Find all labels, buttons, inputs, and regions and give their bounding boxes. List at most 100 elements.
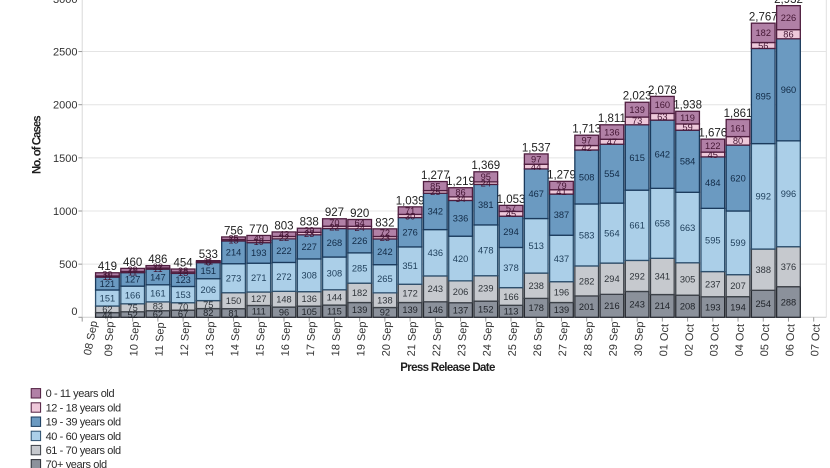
svg-text:45: 45 — [708, 150, 718, 160]
svg-text:194: 194 — [730, 302, 746, 312]
svg-text:0: 0 — [71, 306, 77, 318]
svg-text:71: 71 — [405, 206, 415, 216]
svg-text:222: 222 — [276, 246, 292, 256]
svg-text:105: 105 — [301, 307, 317, 317]
svg-text:1,279: 1,279 — [547, 170, 576, 182]
svg-text:22 Sep: 22 Sep — [431, 321, 445, 356]
svg-text:139: 139 — [352, 305, 368, 315]
svg-text:11: 11 — [128, 267, 138, 277]
svg-text:178: 178 — [528, 303, 544, 313]
svg-text:599: 599 — [730, 238, 746, 248]
svg-text:803: 803 — [274, 220, 293, 232]
svg-text:242: 242 — [377, 247, 393, 257]
svg-text:153: 153 — [175, 290, 191, 300]
svg-text:47: 47 — [607, 137, 617, 147]
svg-text:351: 351 — [402, 261, 418, 271]
svg-text:206: 206 — [453, 287, 469, 297]
svg-text:294: 294 — [604, 274, 620, 284]
svg-text:11 Sep: 11 Sep — [153, 322, 166, 357]
svg-text:214: 214 — [655, 301, 671, 311]
svg-text:28: 28 — [178, 266, 188, 276]
svg-text:136: 136 — [301, 294, 317, 304]
svg-text:172: 172 — [402, 289, 418, 299]
svg-text:196: 196 — [554, 287, 570, 297]
svg-text:06 Oct: 06 Oct — [784, 324, 797, 357]
svg-text:29: 29 — [127, 265, 137, 275]
svg-text:52: 52 — [127, 310, 137, 320]
svg-text:16 Sep: 16 Sep — [280, 321, 294, 356]
svg-text:19 Sep: 19 Sep — [355, 321, 369, 356]
svg-text:97: 97 — [531, 154, 541, 164]
svg-text:182: 182 — [755, 28, 771, 38]
svg-text:41: 41 — [556, 187, 566, 197]
svg-text:378: 378 — [503, 263, 519, 273]
svg-text:1,277: 1,277 — [421, 170, 450, 182]
svg-text:62: 62 — [102, 305, 112, 315]
svg-text:81: 81 — [228, 308, 238, 318]
svg-text:25: 25 — [430, 187, 440, 197]
svg-text:254: 254 — [755, 299, 771, 309]
svg-text:23: 23 — [304, 229, 314, 239]
svg-text:276: 276 — [402, 228, 418, 238]
svg-text:193: 193 — [251, 248, 267, 258]
svg-text:139: 139 — [554, 305, 570, 315]
svg-text:67: 67 — [178, 309, 188, 319]
svg-text:23 Sep: 23 Sep — [456, 321, 470, 356]
svg-text:583: 583 — [579, 230, 595, 240]
svg-text:237: 237 — [705, 279, 721, 289]
svg-text:02 Oct: 02 Oct — [683, 324, 696, 357]
svg-text:376: 376 — [781, 262, 797, 272]
svg-text:584: 584 — [680, 157, 696, 167]
svg-text:86: 86 — [455, 188, 465, 198]
svg-text:308: 308 — [327, 269, 343, 279]
svg-text:73: 73 — [632, 116, 642, 126]
svg-text:56: 56 — [758, 41, 768, 51]
svg-text:79: 79 — [556, 181, 566, 191]
svg-text:467: 467 — [528, 189, 544, 199]
svg-text:14 Sep: 14 Sep — [229, 321, 243, 356]
svg-text:3000: 3000 — [53, 0, 77, 6]
svg-text:273: 273 — [226, 274, 242, 284]
svg-text:387: 387 — [554, 210, 570, 220]
svg-text:920: 920 — [350, 208, 369, 220]
svg-text:770: 770 — [249, 224, 268, 236]
svg-text:895: 895 — [755, 91, 771, 101]
svg-text:11: 11 — [153, 264, 163, 274]
svg-text:04 Oct: 04 Oct — [734, 324, 747, 357]
svg-text:1,369: 1,369 — [471, 160, 500, 172]
svg-text:121: 121 — [100, 279, 116, 289]
svg-text:1,053: 1,053 — [497, 194, 526, 206]
svg-text:97: 97 — [582, 136, 592, 146]
svg-text:25: 25 — [228, 234, 238, 244]
svg-text:30: 30 — [405, 211, 415, 221]
svg-text:207: 207 — [730, 281, 746, 291]
svg-text:07 Oct: 07 Oct — [809, 324, 822, 357]
svg-text:10 Sep: 10 Sep — [128, 321, 142, 356]
svg-text:34: 34 — [455, 194, 465, 204]
svg-text:243: 243 — [428, 284, 444, 294]
svg-text:193: 193 — [705, 302, 721, 312]
svg-text:226: 226 — [352, 236, 368, 246]
svg-text:554: 554 — [604, 169, 620, 179]
svg-text:484: 484 — [705, 178, 721, 188]
svg-text:11: 11 — [103, 272, 113, 282]
svg-text:139: 139 — [402, 305, 418, 315]
svg-text:2500: 2500 — [53, 46, 77, 58]
svg-text:238: 238 — [528, 281, 544, 291]
svg-text:166: 166 — [503, 292, 519, 302]
svg-text:26 Sep: 26 Sep — [532, 321, 546, 356]
svg-text:70: 70 — [178, 302, 188, 312]
svg-text:927: 927 — [325, 207, 344, 219]
svg-text:8: 8 — [206, 258, 211, 268]
svg-text:533: 533 — [199, 249, 218, 261]
svg-text:151: 151 — [100, 293, 116, 303]
svg-text:12 - 18 years old: 12 - 18 years old — [46, 402, 121, 414]
svg-text:663: 663 — [680, 223, 696, 233]
svg-text:271: 271 — [251, 273, 267, 283]
svg-text:85: 85 — [430, 181, 440, 191]
svg-text:658: 658 — [655, 219, 671, 229]
svg-text:336: 336 — [453, 214, 469, 224]
svg-text:45: 45 — [506, 209, 516, 219]
svg-text:478: 478 — [478, 246, 494, 256]
svg-text:838: 838 — [300, 217, 319, 229]
